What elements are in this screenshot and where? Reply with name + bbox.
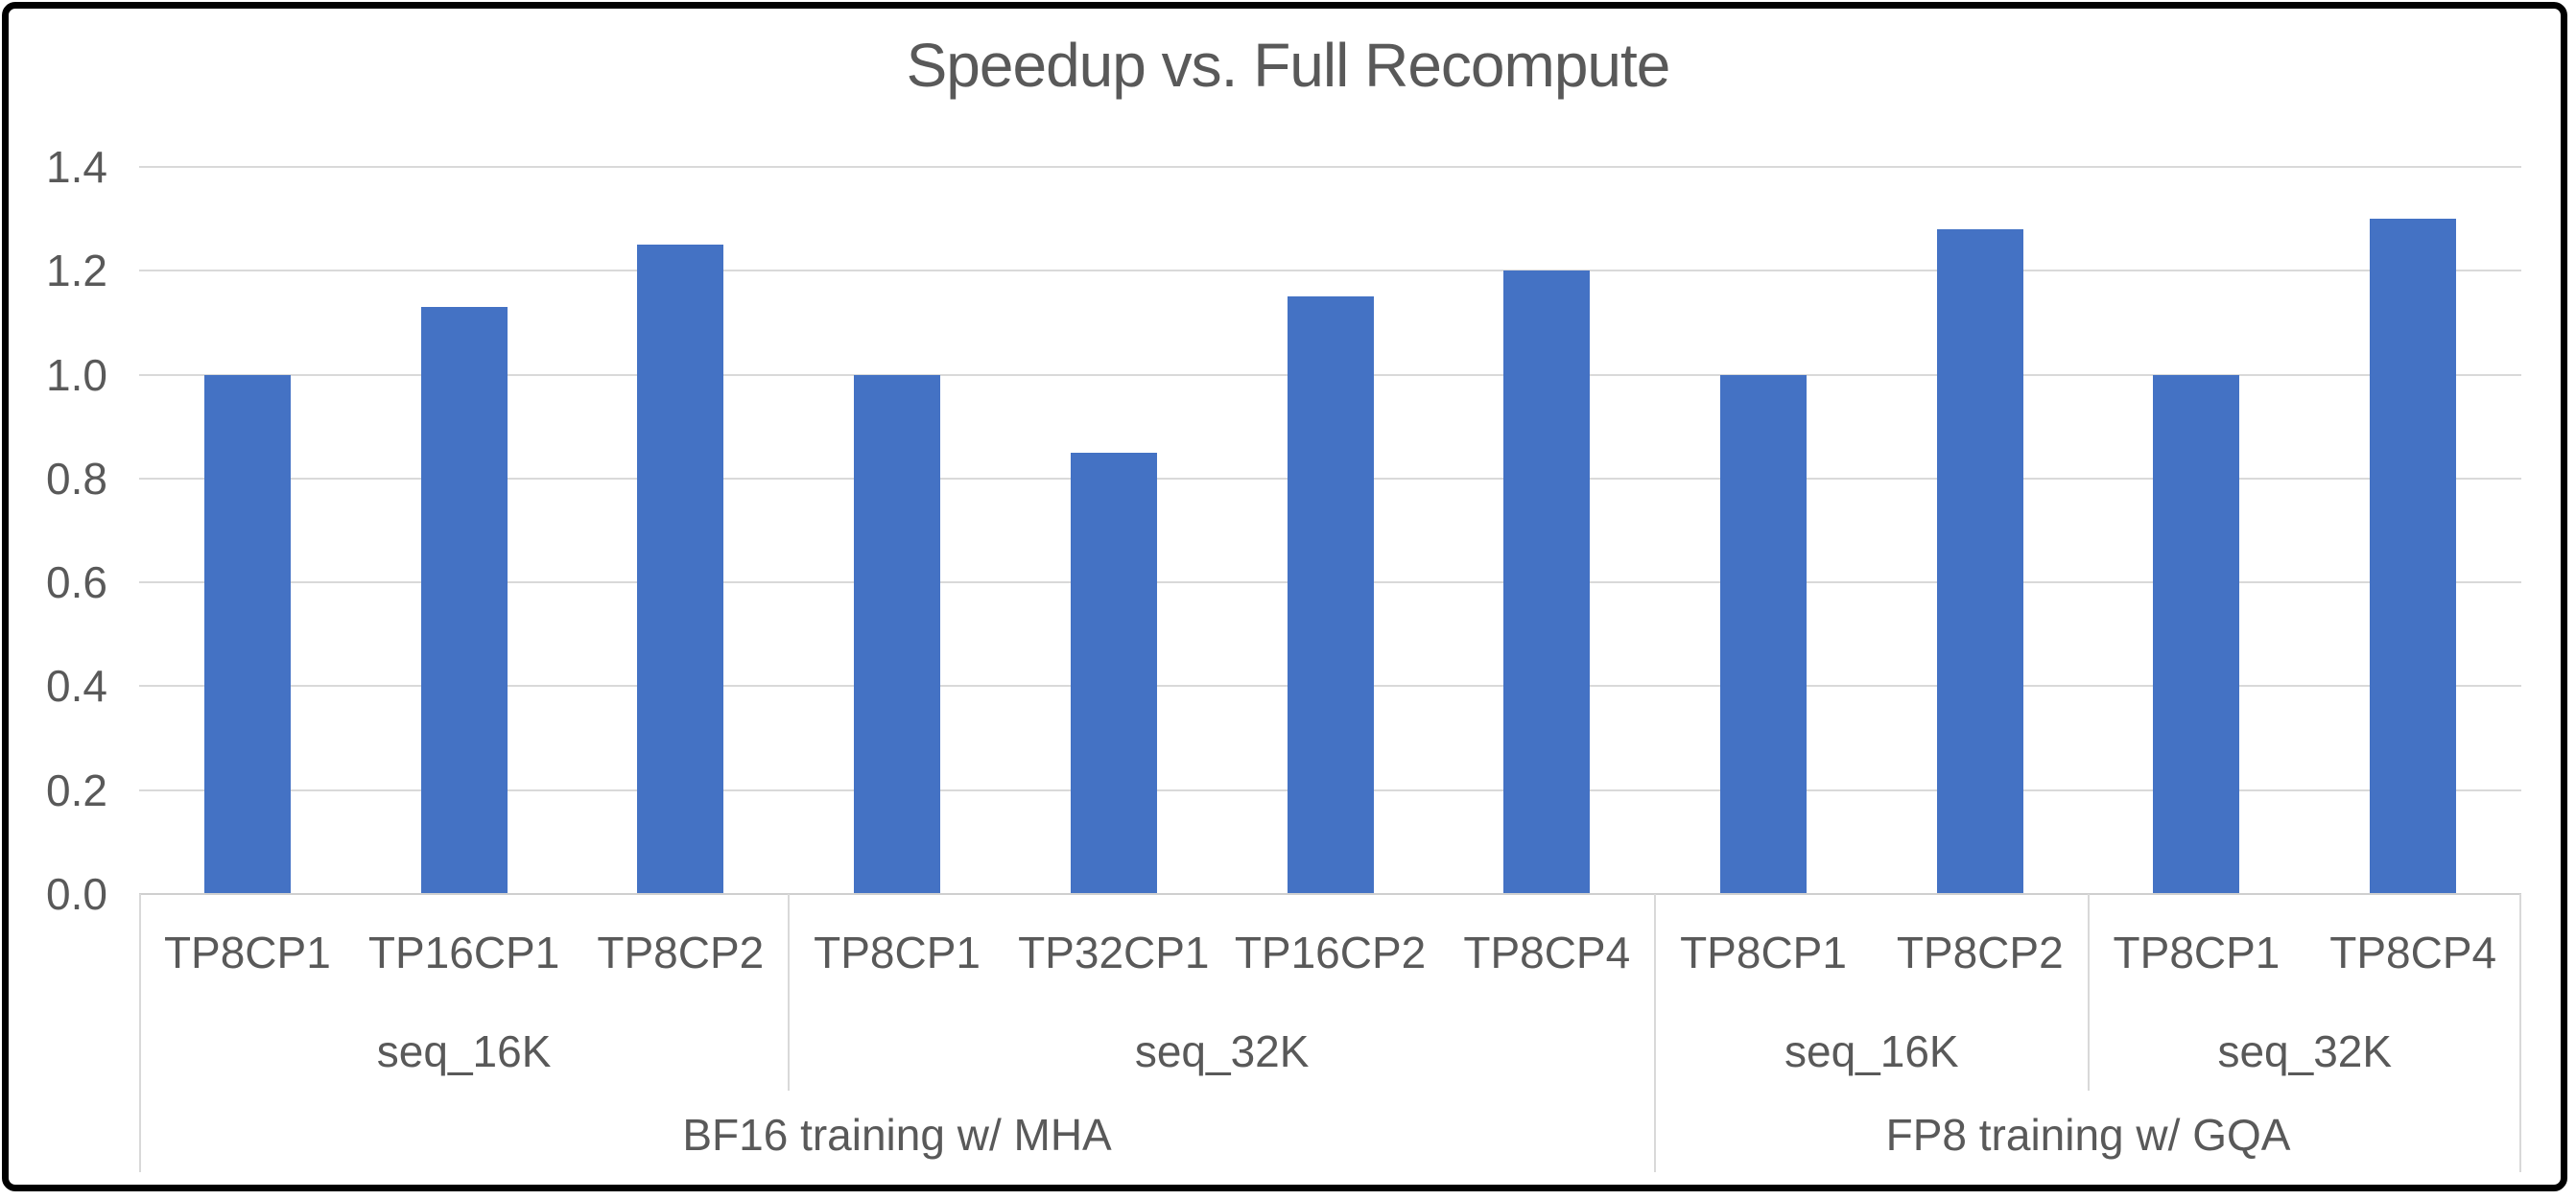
- y-tick-label: 0.2: [46, 765, 107, 815]
- y-tick-label: 1.0: [46, 349, 107, 400]
- y-tick-label: 0.0: [46, 869, 107, 919]
- plot-area: [139, 166, 2521, 895]
- training-config-divider: [1654, 894, 1657, 1172]
- bar-TP8CP4: [1503, 271, 1591, 894]
- category-label: TP16CP1: [367, 928, 560, 977]
- bar-TP8CP2: [1936, 228, 2023, 894]
- axis-table-left-edge: [139, 894, 141, 1172]
- y-tick-label: 1.2: [46, 246, 107, 296]
- bar-TP32CP1: [1070, 452, 1157, 894]
- y-tick-label: 0.8: [46, 453, 107, 504]
- bar-TP16CP1: [420, 307, 508, 894]
- training-config-group-label: BF16 training w/ MHA: [682, 1109, 1112, 1160]
- bar-TP8CP1: [854, 374, 941, 894]
- training-group-row: BF16 training w/ MHA FP8 training w/ GQA: [139, 1091, 2521, 1178]
- sequence-length-group-label: seq_32K: [1134, 1025, 1310, 1076]
- sequence-length-group-label: seq_16K: [1784, 1025, 1959, 1076]
- gridline-1.4: [139, 166, 2521, 168]
- y-axis-tick-labels: 0.0 0.2 0.4 0.6 0.8 1.0 1.2 1.4: [0, 0, 107, 1200]
- bar-TP8CP4: [2370, 219, 2457, 894]
- category-label: TP8CP1: [163, 928, 331, 977]
- training-config-group-label: FP8 training w/ GQA: [1885, 1109, 2291, 1160]
- bar-TP8CP1: [2153, 374, 2240, 894]
- category-label: TP8CP1: [2113, 928, 2281, 977]
- sequence-length-divider: [2087, 894, 2090, 1091]
- category-label: TP32CP1: [1018, 928, 1210, 977]
- bar-TP8CP1: [1719, 374, 1807, 894]
- category-label: TP8CP1: [814, 928, 981, 977]
- bar-TP16CP2: [1287, 296, 1374, 894]
- sequence-group-row: seq_16K seq_32K seq_16K seq_32K: [139, 1011, 2521, 1091]
- category-label-row: TP8CP1 TP16CP1 TP8CP2 TP8CP1 TP32CP1 TP16CP2 T…: [139, 894, 2521, 1011]
- bar-TP8CP2: [637, 245, 724, 894]
- bar-TP8CP1: [203, 374, 291, 894]
- sequence-length-group-label: seq_16K: [376, 1025, 552, 1076]
- y-tick-label: 1.4: [46, 142, 107, 192]
- category-label: TP8CP2: [1896, 928, 2064, 977]
- y-tick-label: 0.6: [46, 557, 107, 608]
- category-label: TP8CP4: [2329, 928, 2497, 977]
- sequence-length-group-label: seq_32K: [2217, 1025, 2393, 1076]
- category-label: TP8CP2: [597, 928, 765, 977]
- chart-title: Speedup vs. Full Recompute: [906, 31, 1671, 100]
- x-axis-label-table: TP8CP1 TP16CP1 TP8CP2 TP8CP1 TP32CP1 TP16CP2 T…: [139, 894, 2521, 1178]
- category-label: TP8CP1: [1680, 928, 1847, 977]
- y-tick-label: 0.4: [46, 661, 107, 712]
- category-label: TP8CP4: [1463, 928, 1631, 977]
- category-label: TP16CP2: [1234, 928, 1427, 977]
- sequence-length-divider: [788, 894, 791, 1091]
- x-axis-line: [139, 893, 2521, 895]
- axis-table-right-edge: [2519, 894, 2521, 1172]
- gridline-1.2: [139, 270, 2521, 272]
